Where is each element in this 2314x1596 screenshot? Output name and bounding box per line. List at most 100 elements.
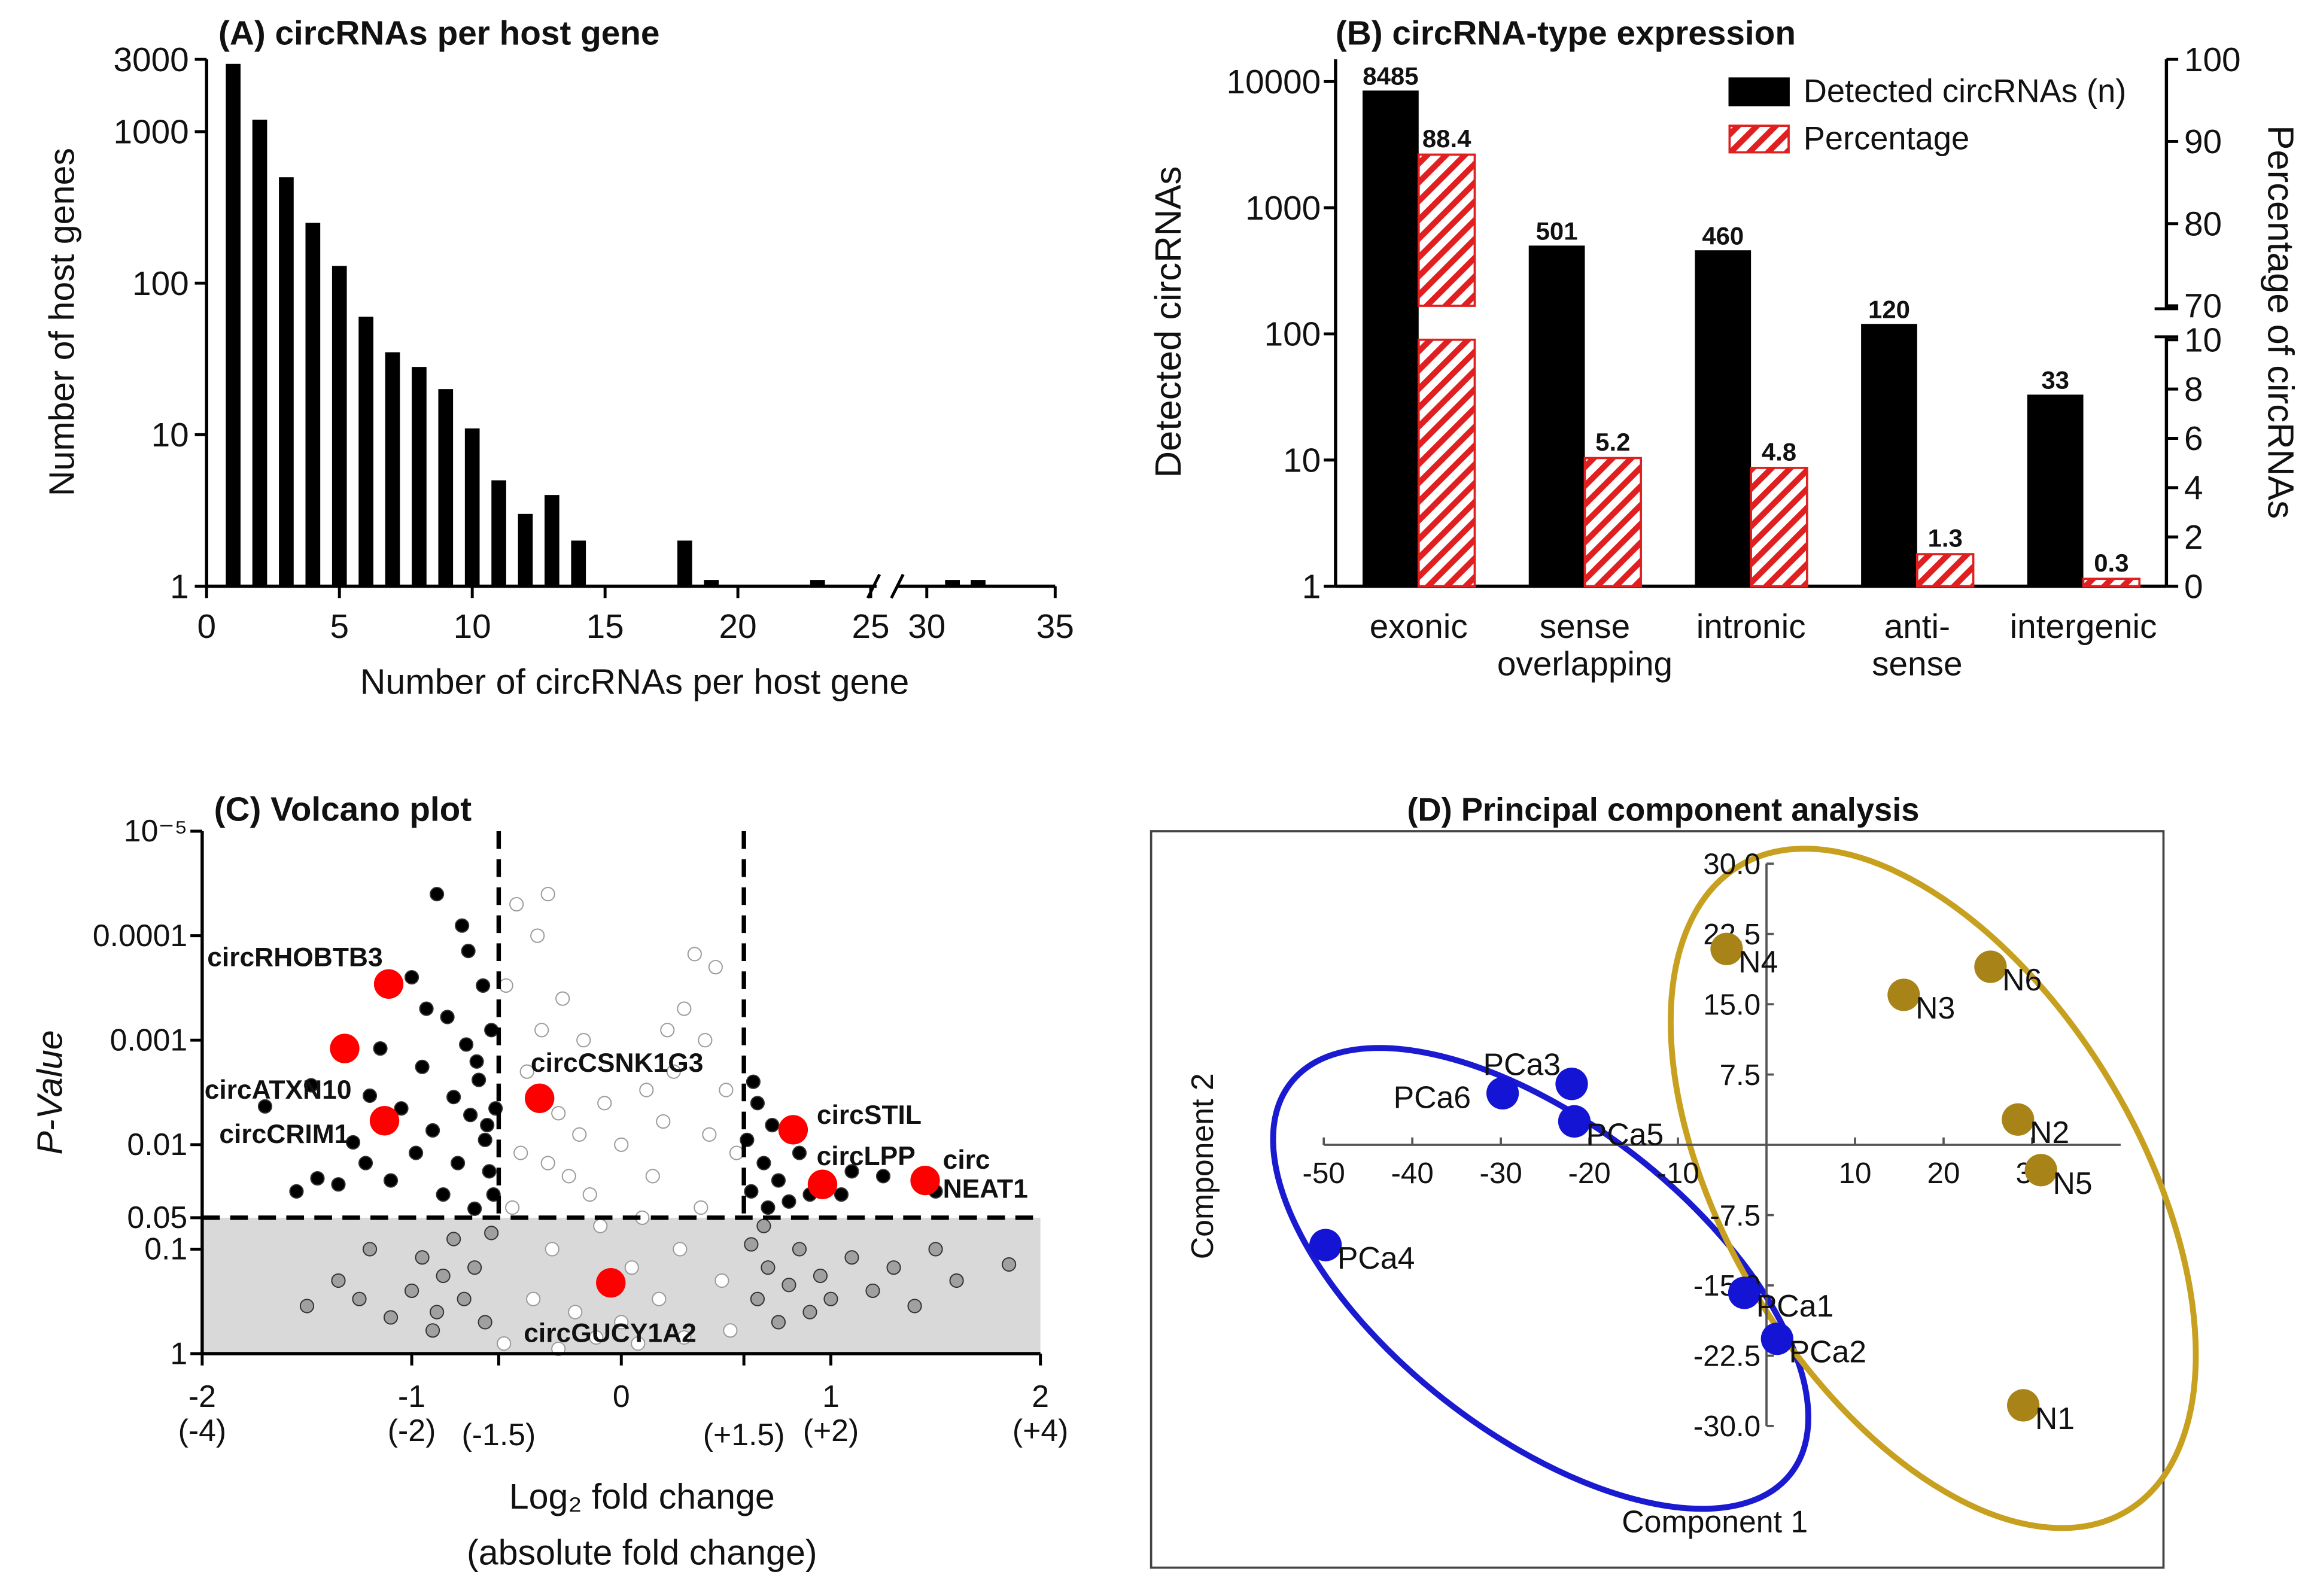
point-label: circCSNK1G3 [531,1048,704,1078]
pca-point [1486,1077,1519,1110]
y-tick-label: 1 [170,1336,187,1370]
y-tick-label: 0.0001 [93,918,187,953]
point [472,1072,486,1087]
point [561,1169,576,1184]
point-label: PCa5 [1586,1117,1664,1151]
point [729,1145,744,1160]
point [928,1242,943,1257]
point [687,947,702,962]
x-tick-label: -20 [1568,1157,1610,1190]
point [446,1090,461,1105]
value-label: 88.4 [1422,124,1471,153]
x-tick-label: 30 [908,608,945,646]
point [582,1187,597,1202]
point [362,1242,378,1257]
x-tick-label: anti-sense [1872,608,1962,683]
point-label: circSTIL [817,1101,922,1130]
y-tick-label: 100 [1264,316,1321,354]
bar [545,495,560,586]
point [419,1001,434,1016]
point [782,1278,796,1293]
y-tick-label: -7.5 [1710,1199,1760,1232]
panel-title: (A) circRNAs per host gene [218,15,659,53]
bar [945,580,960,586]
point [545,1242,560,1257]
pca-point [2002,1103,2035,1136]
value-label: 460 [1702,221,1744,250]
point [358,1156,373,1171]
point [534,1023,549,1038]
bar [1915,553,1975,588]
point [404,1283,419,1298]
point [455,918,470,933]
bar [704,580,719,586]
point [645,1169,660,1184]
x-tick-label: -2 (-4) [178,1379,227,1448]
pca-point [1887,978,1920,1011]
point [875,1169,891,1184]
point [750,1096,765,1111]
point [540,887,555,902]
y-tick-label: -22.5 [1693,1340,1760,1373]
point [572,1127,587,1142]
point [467,1260,482,1275]
x-tick-label: 10 [1839,1157,1872,1190]
bar [491,480,506,586]
point [708,960,723,975]
point [478,1315,492,1330]
value-label: 501 [1536,217,1578,245]
y2-tick-label: 70 [2184,288,2222,326]
bar [464,428,480,586]
panel-title: (C) Volcano plot [214,791,472,829]
y-tick-label: 100 [132,265,189,303]
bar [279,177,294,586]
pca-point [2007,1389,2040,1422]
point [719,1083,734,1098]
legend-swatch [1728,124,1790,154]
value-label: 8485 [1363,62,1418,90]
point [844,1250,859,1265]
point [761,1260,776,1275]
x-tick-label: 1 (+2) [803,1379,859,1448]
bar [1417,338,1476,588]
point [505,1200,520,1215]
value-label: 5.2 [1595,428,1630,456]
point [383,1310,399,1325]
value-label: 4.8 [1762,438,1796,466]
point [756,1156,771,1171]
point [478,1132,492,1147]
x-tick-label: sense overlapping [1497,608,1673,683]
point [702,1127,717,1142]
point-label: circGUCY1A2 [524,1318,697,1348]
point [497,1336,512,1351]
x-tick-label: 35 [1036,608,1074,646]
point [771,1315,786,1330]
point [792,1145,807,1160]
point [865,1283,880,1298]
point-label: circCRIM1 [219,1120,349,1149]
bar [1750,467,1808,588]
point [652,1291,667,1306]
point [436,1268,451,1284]
y-tick-label: 1 [170,568,189,606]
bar [412,367,427,586]
point [677,1001,692,1016]
point [394,1101,409,1116]
legend-label: Detected circRNAs (n) [1804,74,2127,110]
point [614,1315,629,1330]
bar [332,266,347,586]
point-label: N1 [2035,1401,2075,1436]
highlight-point [373,969,404,999]
y2-tick-label: 80 [2184,205,2222,243]
pca-point [1555,1068,1588,1101]
point [1002,1257,1017,1272]
point [430,887,445,902]
point-label: N6 [2002,962,2042,997]
point [440,1010,455,1025]
axis-break [890,573,905,599]
y2-tick-label: 4 [2184,470,2203,507]
point [750,1291,765,1306]
point [597,1096,612,1111]
point [568,1305,583,1320]
point [425,1123,440,1138]
